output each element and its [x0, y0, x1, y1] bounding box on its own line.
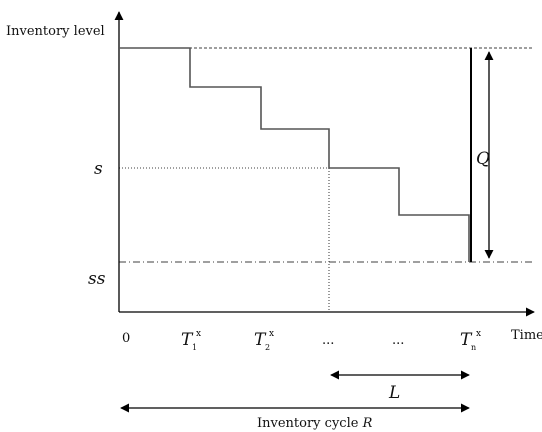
lead-time-label: L: [388, 383, 400, 403]
svg-text:1: 1: [192, 343, 197, 352]
tick-t2: T 2 x: [254, 329, 274, 352]
safety-stock-label: ss: [88, 269, 106, 289]
tick-ellipsis-1: ...: [322, 333, 334, 348]
svg-text:x: x: [269, 329, 274, 339]
tick-t1: T 1 x: [181, 329, 201, 352]
svg-text:x: x: [196, 329, 201, 339]
svg-text:n: n: [471, 343, 476, 352]
order-quantity-label: Q: [476, 149, 490, 169]
svg-text:x: x: [476, 329, 481, 339]
cycle-label-prefix: Inventory cycle: [257, 416, 363, 431]
y-axis-label: Inventory level: [6, 24, 105, 39]
cycle-label: Inventory cycle R: [257, 416, 373, 431]
inventory-step-line: [119, 47, 470, 262]
x-axis-label: Time: [511, 328, 542, 343]
svg-text:T: T: [181, 330, 194, 350]
svg-text:T: T: [254, 330, 267, 350]
svg-text:2: 2: [265, 343, 270, 352]
tick-ellipsis-2: ...: [392, 333, 404, 348]
reorder-point-label: s: [94, 159, 103, 179]
svg-text:T: T: [460, 330, 473, 350]
tick-tn: T n x: [460, 329, 481, 352]
cycle-label-var: R: [362, 416, 373, 431]
origin-tick-label: 0: [122, 331, 130, 346]
